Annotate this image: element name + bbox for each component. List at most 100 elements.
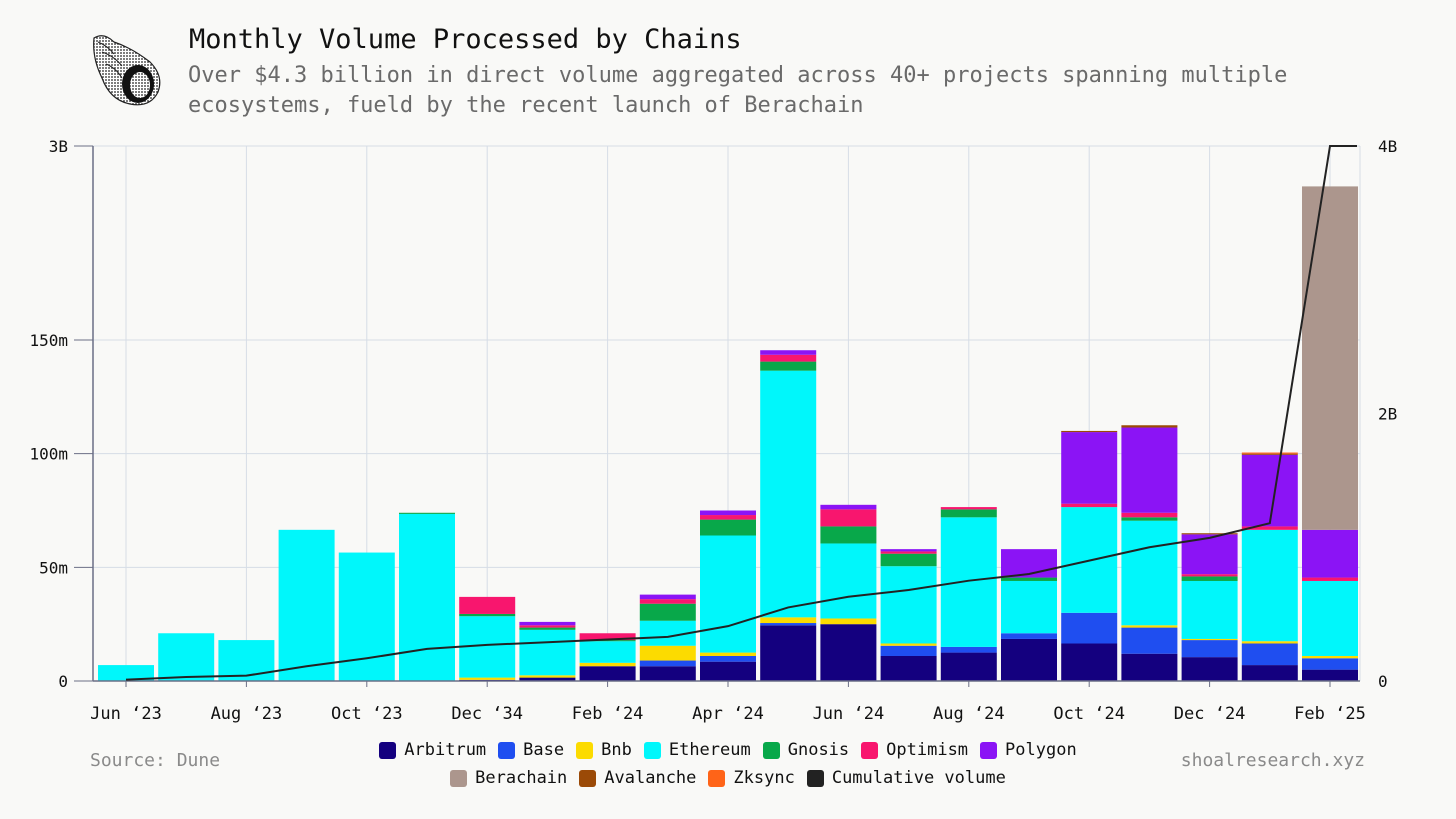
x-axis-tick-label: Oct ‘23 — [331, 704, 403, 724]
legend-swatch — [498, 741, 516, 759]
bar-segment-polygon — [1121, 427, 1178, 513]
bar-segment-base — [1241, 643, 1298, 666]
legend-label: Zksync — [733, 768, 795, 788]
legend-item-base[interactable]: Base — [498, 740, 564, 760]
bar-segment-arbitrum — [700, 661, 756, 681]
bar-segment-avalanche — [1061, 430, 1118, 433]
bar-segment-bnb — [639, 645, 696, 661]
x-axis-tick-label: Feb ‘24 — [572, 704, 644, 724]
x-axis-tick-label: Dec ‘34 — [451, 704, 523, 724]
bar-segment-ethereum — [218, 640, 275, 681]
x-axis-tick-label: Aug ‘23 — [211, 704, 283, 724]
bar-segment-avalanche — [1181, 533, 1238, 535]
site-credit: shoalresearch.xyz — [1180, 750, 1365, 771]
legend-label: Cumulative volume — [831, 768, 1006, 788]
bar-segment-bnb — [1181, 638, 1238, 641]
legend-item-ethereum[interactable]: Ethereum — [643, 740, 751, 760]
bar-segment-ethereum — [579, 641, 636, 663]
bar-segment-bnb — [1241, 641, 1298, 644]
x-axis-tick-label: Apr ‘24 — [692, 704, 764, 724]
right-axis-tick-label: 2B — [1378, 405, 1397, 424]
bar-segment-bnb — [519, 675, 576, 678]
bar-segment-base — [1181, 640, 1238, 658]
legend-label: Berachain — [475, 768, 568, 788]
legend-item-zksync[interactable]: Zksync — [708, 768, 795, 788]
legend-label: Bnb — [601, 740, 632, 760]
bar-segment-polygon — [1241, 454, 1298, 527]
left-axis-tick-label: 150m — [29, 331, 68, 350]
bar-segment-arbitrum — [579, 666, 636, 681]
bar-segment-polygon — [880, 549, 937, 552]
legend-item-gnosis[interactable]: Gnosis — [762, 740, 849, 760]
bar-segment-bnb — [760, 617, 817, 624]
bar-segment-polygon — [1061, 432, 1118, 504]
bar-segment-base — [940, 646, 997, 653]
bar-segment-ethereum — [880, 566, 937, 644]
bar-segment-optimism — [880, 551, 937, 554]
bar-segment-bnb — [820, 618, 877, 625]
bar-segment-ethereum — [399, 513, 455, 681]
left-axis-tick-label: 0 — [58, 672, 68, 691]
legend-item-bnb[interactable]: Bnb — [576, 740, 632, 760]
bar-segment-gnosis — [459, 613, 516, 617]
bar-segment-bnb — [1121, 625, 1178, 628]
bar-segment-gnosis — [639, 603, 696, 621]
bar-segment-base — [760, 623, 817, 626]
bar-segment-arbitrum — [760, 625, 817, 681]
bar-segment-ethereum — [760, 370, 817, 618]
bar-segment-polygon — [1001, 549, 1057, 578]
bar-segment-base — [880, 645, 937, 656]
legend-swatch — [861, 741, 879, 759]
bar-segment-optimism — [1241, 526, 1298, 530]
legend-item-polygon[interactable]: Polygon — [980, 740, 1077, 760]
right-axis-tick-label: 4B — [1378, 137, 1397, 156]
legend-swatch — [576, 741, 594, 759]
bar-segment-polygon — [760, 350, 817, 355]
bar-segment-optimism — [1181, 574, 1238, 577]
legend-item-cumulative-volume[interactable]: Cumulative volume — [806, 768, 1006, 788]
bar-segment-ethereum — [1302, 580, 1358, 656]
bar-segment-arbitrum — [1121, 653, 1178, 681]
bar-segment-polygon — [639, 594, 696, 600]
bar-segment-avalanche — [1241, 453, 1298, 455]
bar-segment-ethereum — [1181, 580, 1238, 639]
x-axis-tick-label: Aug ‘24 — [933, 704, 1005, 724]
bar-segment-arbitrum — [1001, 638, 1057, 681]
legend-item-arbitrum[interactable]: Arbitrum — [379, 740, 486, 760]
bar-segment-bnb — [1302, 655, 1358, 659]
left-axis-tick-label: 50m — [39, 558, 68, 577]
legend-label: Optimism — [886, 740, 969, 760]
legend-swatch — [980, 741, 998, 759]
bar-segment-base — [700, 655, 756, 662]
bar-segment-polygon — [1302, 529, 1358, 578]
legend-item-avalanche[interactable]: Avalanche — [579, 768, 696, 788]
bar-segment-ethereum — [700, 535, 756, 653]
legend-row: Berachain Avalanche Zksync Cumulative volum… — [444, 764, 1012, 792]
bar-segment-optimism — [459, 596, 516, 614]
right-axis-tick-label: 0 — [1378, 672, 1388, 691]
bar-segment-ethereum — [519, 629, 576, 676]
legend-swatch — [806, 769, 824, 787]
legend-label: Arbitrum — [404, 740, 487, 760]
x-axis-tick-label: Jun ‘23 — [90, 704, 162, 724]
legend-item-optimism[interactable]: Optimism — [861, 740, 968, 760]
bar-segment-gnosis — [880, 553, 937, 567]
bar-segment-base — [1121, 627, 1178, 654]
legend-item-berachain[interactable]: Berachain — [450, 768, 567, 788]
bar-segment-optimism — [820, 509, 877, 527]
seashell-icon — [93, 35, 161, 106]
bar-segment-bnb — [700, 652, 756, 656]
bar-segment-gnosis — [1181, 576, 1238, 581]
bar-segment-polygon — [820, 504, 877, 510]
left-axis-tick-label: 100m — [29, 445, 68, 464]
bar-segment-avalanche — [1121, 425, 1178, 428]
bar-segment-optimism — [1121, 512, 1178, 518]
x-axis-tick-label: Feb ‘25 — [1294, 704, 1366, 724]
bar-segment-base — [639, 660, 696, 667]
chart-subtitle: Over $4.3 billion in direct volume aggre… — [188, 63, 1288, 118]
legend-swatch — [379, 741, 397, 759]
bar-segment-ethereum — [820, 543, 877, 619]
bar-segment-gnosis — [519, 627, 576, 630]
legend-swatch — [762, 741, 780, 759]
legend-label: Base — [523, 740, 565, 760]
